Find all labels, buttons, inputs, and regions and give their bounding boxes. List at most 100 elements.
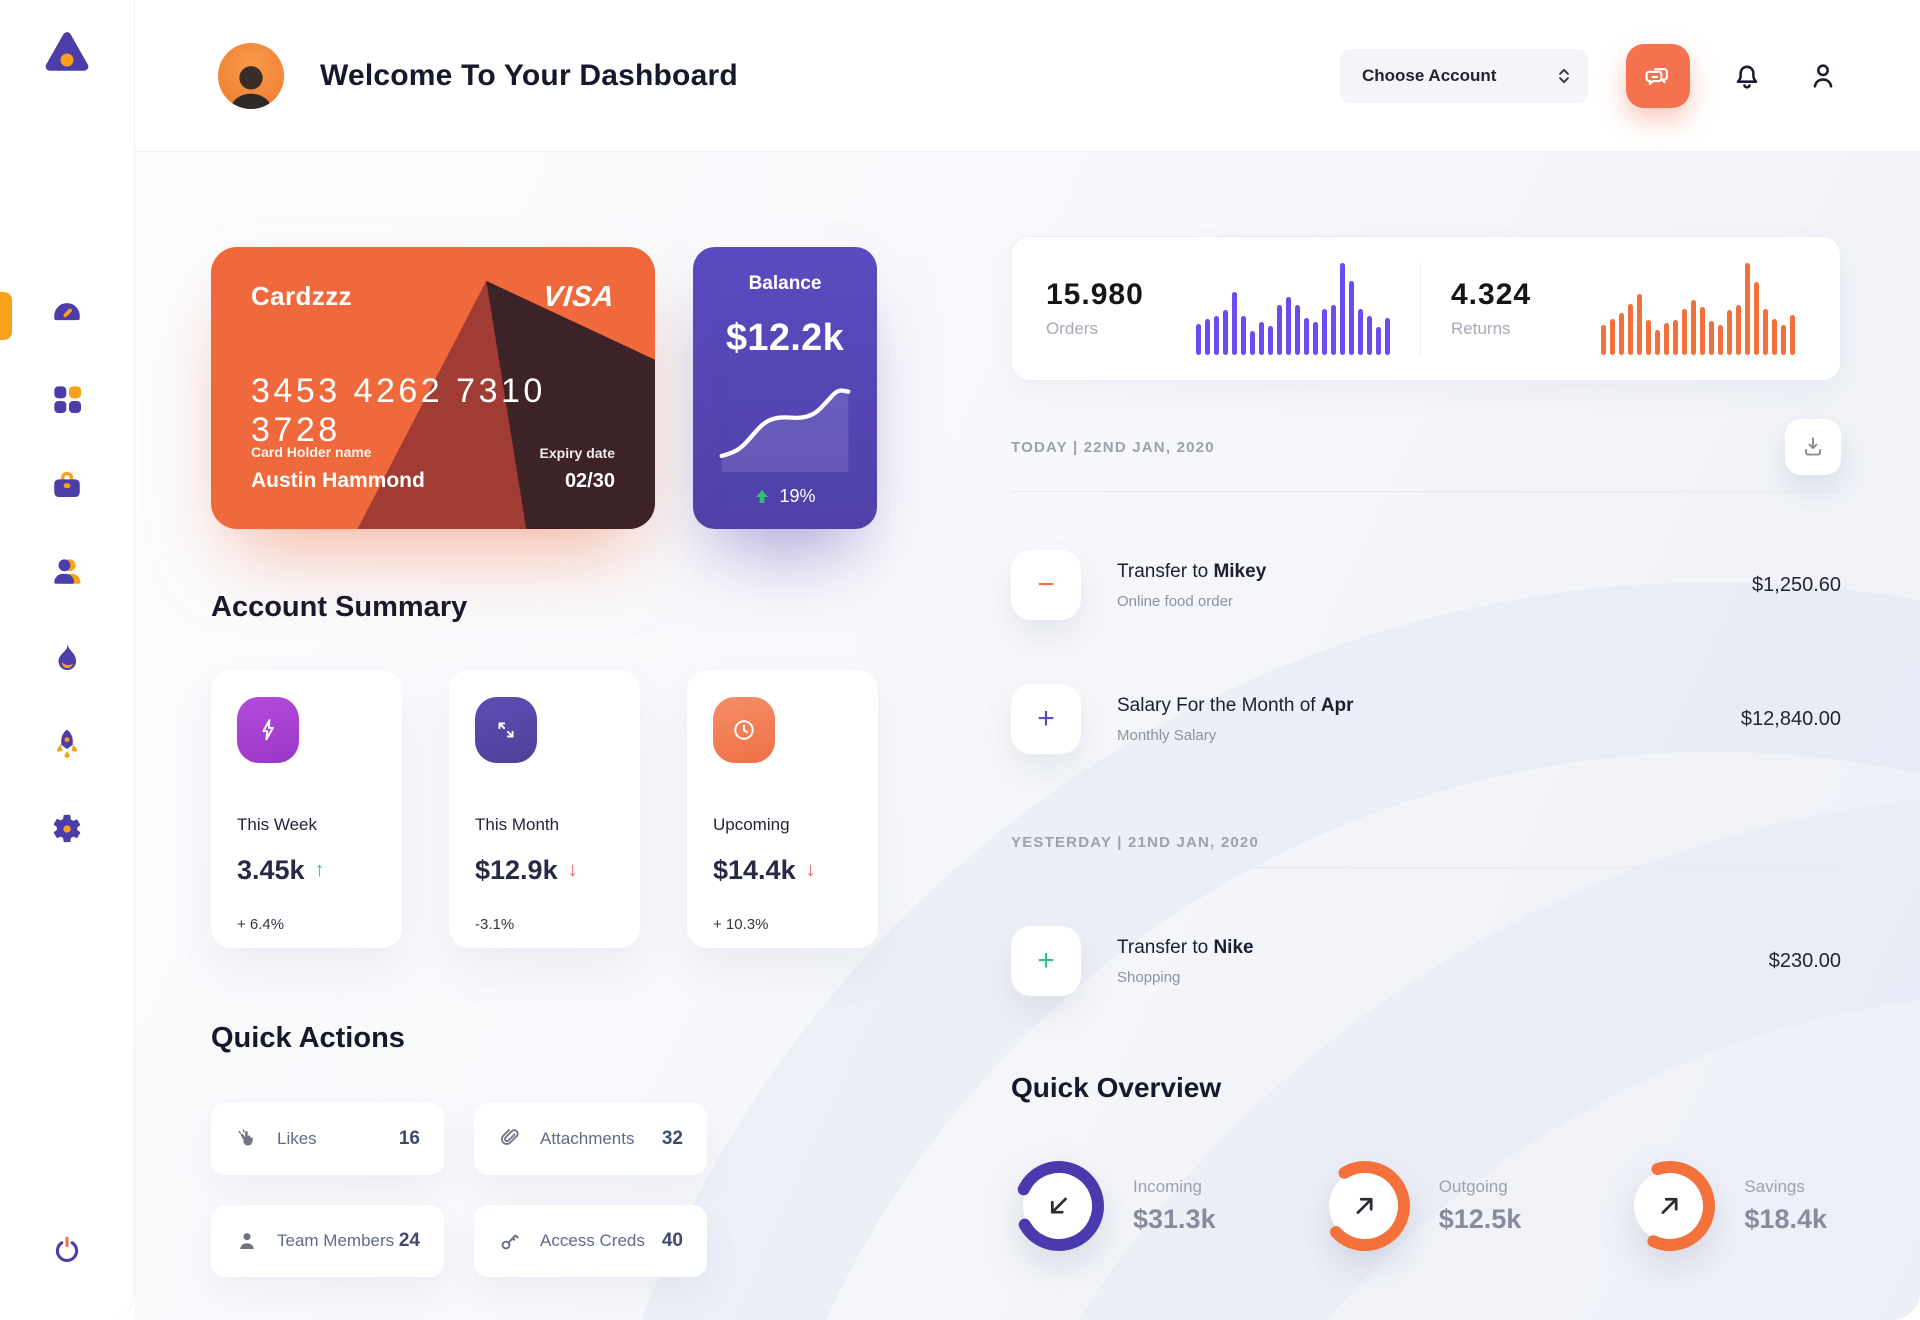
transactions-header-yesterday: YESTERDAY | 21ND JAN, 2020 [1011, 834, 1841, 851]
quick-actions-title: Quick Actions [211, 1022, 405, 1054]
returns-label: Returns [1451, 319, 1511, 338]
card-number: 3453 4262 7310 3728 [251, 372, 546, 449]
avatar-photo [229, 65, 273, 109]
transaction-type-plus-icon: + [1011, 684, 1081, 754]
account-summary-title: Account Summary [211, 591, 468, 623]
balance-value: $12.2k [725, 317, 845, 359]
app-logo[interactable] [41, 28, 93, 85]
quick-overview-title: Quick Overview [1011, 1072, 1222, 1103]
sidebar-item-apps[interactable] [49, 381, 85, 417]
summary-value: 3.45k [237, 855, 305, 885]
transaction-row[interactable]: − Transfer to Mikey Online food order $1… [1011, 550, 1841, 620]
card-nickname: Cardzzz [251, 281, 353, 311]
clock-icon [734, 720, 754, 740]
briefcase-icon [54, 471, 80, 498]
transaction-subtitle: Shopping [1117, 968, 1181, 986]
date-header: TODAY | 22ND JAN, 2020 [1011, 438, 1215, 456]
sidebar-item-boost[interactable] [49, 725, 85, 761]
summary-delta: + 10.3% [713, 916, 769, 933]
tile-attachments[interactable]: Attachments 32 [474, 1103, 707, 1175]
summary-value: $14.4k [713, 855, 796, 885]
sidebar-item-users[interactable] [49, 553, 85, 589]
tile-access-creds[interactable]: Access Creds 40 [474, 1205, 707, 1277]
trend-arrow-icon: ↓ [567, 859, 578, 881]
flame-icon [58, 643, 77, 671]
overview-incoming: Incoming $31.3k [1011, 1158, 1216, 1254]
trend-arrow-icon: ↑ [314, 859, 325, 881]
notifications-button[interactable] [1728, 57, 1766, 95]
tile-label: Access Creds [540, 1231, 645, 1250]
transaction-subtitle: Online food order [1117, 592, 1233, 610]
sidebar-item-settings[interactable] [49, 811, 85, 847]
gauge-dashboard-icon [54, 303, 80, 321]
chat-bubbles-icon [1645, 67, 1668, 85]
profile-button[interactable] [1804, 57, 1842, 95]
apps-grid-icon [54, 386, 81, 413]
summary-delta: -3.1% [475, 916, 515, 933]
sidebar-item-logout[interactable] [49, 1232, 85, 1268]
transaction-amount: $12,840.00 [1740, 707, 1841, 730]
balance-label: Balance [748, 273, 822, 294]
overview-label: Outgoing [1438, 1177, 1508, 1196]
orders-returns-stats-card: 15.980 Orders 4.324 Returns [1011, 236, 1841, 381]
arrow-down-left-icon [1050, 1197, 1067, 1214]
card-expiry-value: 02/30 [564, 470, 615, 492]
user-icon [1813, 63, 1833, 88]
divider [1420, 262, 1421, 355]
sidebar-item-portfolio[interactable] [49, 467, 85, 503]
card-expiry-label: Expiry date [539, 445, 615, 461]
summary-card-this-week[interactable]: This Week 3.45k ↑ + 6.4% [211, 670, 402, 948]
summary-label: Upcoming [713, 815, 790, 834]
arrow-up-right-icon [1661, 1197, 1678, 1214]
tile-team-members[interactable]: Team Members 24 [211, 1205, 444, 1277]
balance-card[interactable]: Balance $12.2k 19% [693, 247, 877, 529]
tile-likes[interactable]: Likes 16 [211, 1103, 444, 1175]
date-header: YESTERDAY | 21ND JAN, 2020 [1011, 834, 1259, 851]
orders-label: Orders [1046, 319, 1098, 338]
sidebar-item-trending[interactable] [49, 639, 85, 675]
overview-value: $18.4k [1744, 1204, 1827, 1234]
sidebar-item-dashboard[interactable] [49, 295, 85, 331]
credit-card[interactable]: Cardzzz VISA 3453 4262 7310 3728 Card Ho… [211, 247, 655, 529]
summary-card-this-month[interactable]: This Month $12.9k ↓ -3.1% [449, 670, 640, 948]
transaction-type-minus-icon: − [1011, 550, 1081, 620]
key-icon [501, 1234, 519, 1250]
returns-value: 4.324 [1451, 278, 1532, 311]
download-button[interactable] [1785, 419, 1841, 475]
summary-card-upcoming[interactable]: Upcoming $14.4k ↓ + 10.3% [687, 670, 878, 948]
transaction-row[interactable]: + Transfer to Nike Shopping $230.00 [1011, 926, 1841, 996]
tile-label: Likes [277, 1129, 317, 1148]
returns-bar-chart [1601, 262, 1795, 355]
left-column: Cardzzz VISA 3453 4262 7310 3728 Card Ho… [211, 152, 883, 1277]
download-icon [1804, 437, 1822, 456]
bell-icon [1736, 65, 1758, 89]
chevron-up-down-icon [1559, 68, 1569, 83]
visa-logo: VISA [541, 281, 617, 313]
main-content: Cardzzz VISA 3453 4262 7310 3728 Card Ho… [135, 152, 1920, 1320]
transfer-arrows-icon [498, 722, 514, 738]
overview-value: $12.5k [1438, 1204, 1522, 1234]
arrow-up-green-icon [756, 490, 769, 503]
sidebar [0, 0, 135, 1320]
choose-account-dropdown[interactable]: Choose Account [1340, 48, 1588, 103]
tile-count: 40 [661, 1230, 683, 1251]
outgoing-donut-ring [1317, 1158, 1413, 1254]
transaction-type-plus-icon: + [1011, 926, 1081, 996]
balance-sparkline-chart [719, 388, 851, 472]
tile-label: Team Members [277, 1231, 395, 1250]
person-icon [240, 1233, 254, 1249]
lightning-icon [262, 719, 274, 741]
card-holder-label: Card Holder name [251, 444, 372, 460]
tile-count: 32 [661, 1128, 683, 1149]
overview-outgoing: Outgoing $12.5k [1317, 1158, 1522, 1254]
transaction-subtitle: Monthly Salary [1117, 726, 1217, 744]
incoming-donut-ring [1011, 1158, 1107, 1254]
header-actions: Choose Account [1340, 43, 1842, 108]
page-title: Welcome To Your Dashboard [320, 58, 738, 92]
summary-label: This Week [237, 815, 317, 834]
avatar[interactable] [218, 42, 284, 109]
savings-donut-ring [1622, 1158, 1718, 1254]
messages-button[interactable] [1626, 43, 1690, 108]
transaction-row[interactable]: + Salary For the Month of Apr Monthly Sa… [1011, 684, 1841, 754]
tile-count: 16 [398, 1128, 420, 1149]
